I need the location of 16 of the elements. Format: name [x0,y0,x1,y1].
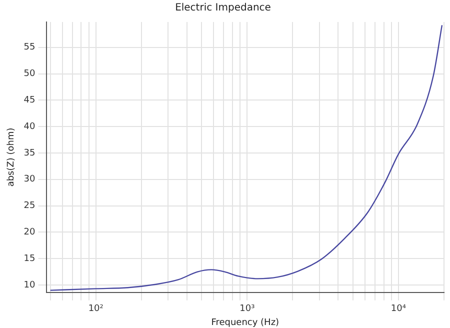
y-tick-label: 25 [24,201,36,212]
x-tick-label: 10³ [240,304,256,314]
x-tick-label: 10⁴ [390,304,406,314]
y-axis-title: abs(Z) (ohm) [6,128,17,187]
y-tick-label: 50 [24,69,36,80]
y-tick-label: 35 [24,148,36,158]
y-tick-label: 20 [24,228,36,238]
chart-title: Electric Impedance [175,2,271,14]
y-tick-label: 10 [24,280,36,290]
y-tick-label: 30 [24,174,36,185]
y-tick-label: 15 [24,254,36,264]
x-axis-title: Frequency (Hz) [211,318,280,328]
y-tick-label: 40 [24,122,36,132]
y-tick-label: 55 [24,42,36,53]
y-tick-label: 45 [24,96,36,106]
x-tick-label: 10² [88,304,104,314]
